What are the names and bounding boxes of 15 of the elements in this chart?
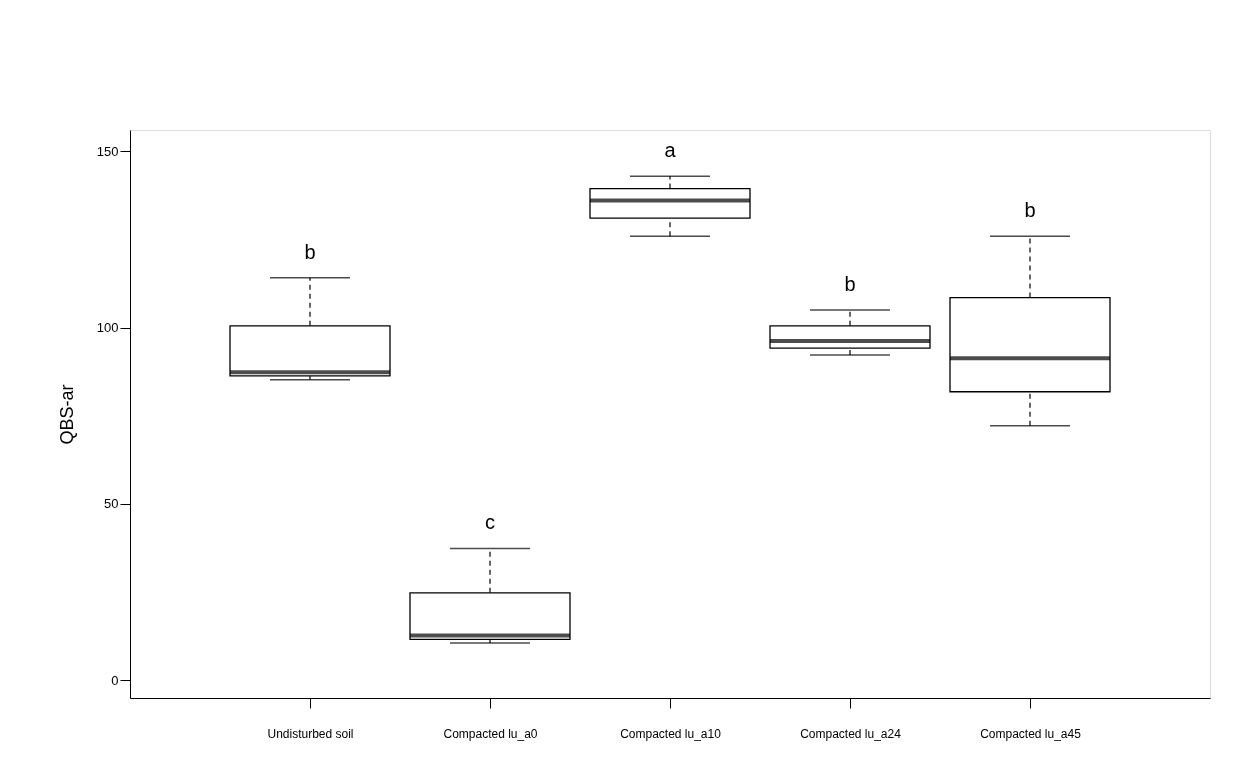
annotation: b: [1024, 199, 1036, 222]
x-tick-label: Compacted lu_a10: [620, 726, 722, 741]
x-tick-label: Compacted lu_a0: [443, 726, 538, 741]
annotation: c: [485, 511, 495, 534]
x-tick-label: Undisturbed soil: [267, 726, 354, 741]
annotation: b: [304, 240, 316, 263]
x-tick-label: Compacted lu_a24: [800, 726, 902, 741]
y-tick-label: 100: [96, 320, 119, 336]
x-tick-label: Compacted lu_a45: [980, 726, 1082, 741]
y-tick-label: 150: [96, 143, 119, 159]
y-tick-label: 0: [111, 672, 119, 688]
annotation: a: [664, 139, 677, 162]
y-tick-label: 50: [104, 496, 119, 512]
y-axis-title: QBS-ar: [56, 384, 77, 445]
annotation: b: [844, 272, 856, 295]
